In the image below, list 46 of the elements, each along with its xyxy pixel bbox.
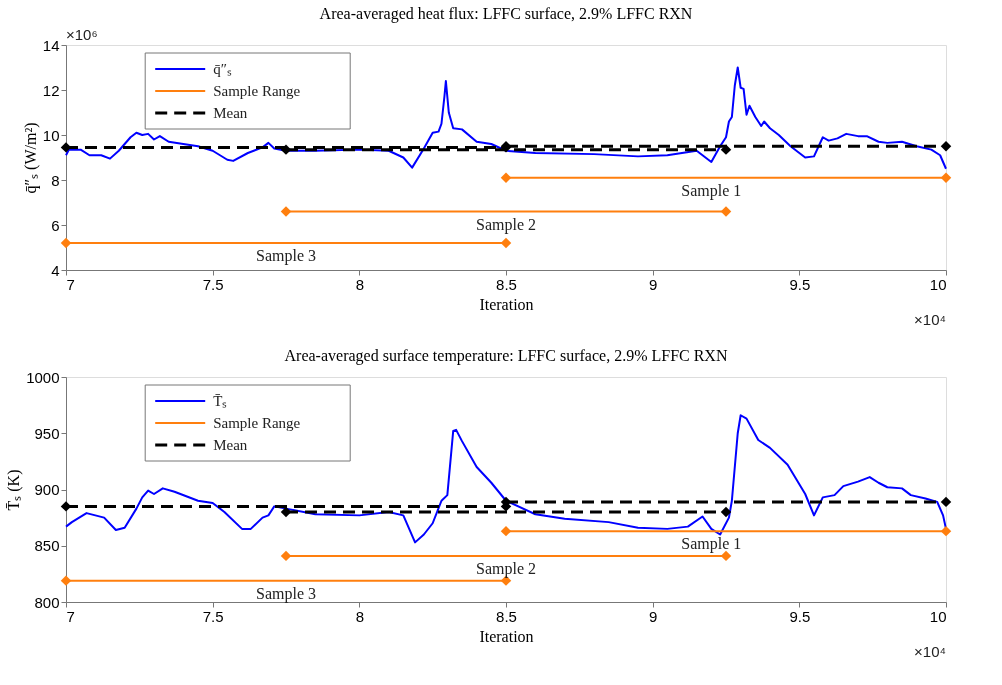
text: ×10⁴ bbox=[914, 311, 946, 328]
y-tick-label: 14 bbox=[42, 36, 60, 54]
y-tick-label: 900 bbox=[34, 481, 60, 498]
y-tick-label: 4 bbox=[51, 261, 60, 279]
legend-label: Sample Range bbox=[213, 415, 301, 431]
y-tick-label: 12 bbox=[42, 81, 60, 99]
y-tick-label: 850 bbox=[34, 537, 60, 555]
x-tick-label: 9.5 bbox=[789, 275, 811, 293]
y-tick-label: 10 bbox=[42, 126, 60, 144]
y-tick-label: 6 bbox=[51, 216, 60, 234]
x-tick-label: 8.5 bbox=[496, 607, 517, 625]
y-tick-label: 8 bbox=[51, 171, 60, 189]
x-tick-label: 9.5 bbox=[789, 607, 811, 625]
x-tick-label: 8 bbox=[355, 275, 365, 293]
y-tick-label: 800 bbox=[34, 593, 60, 611]
y-tick-label: 950 bbox=[34, 424, 60, 442]
x-tick-label: 8.5 bbox=[496, 275, 517, 293]
chart-title: Area-averaged surface temperature: LFFC surface, 2.9% LFFC RXN bbox=[284, 347, 728, 365]
x-tick-label: 7.5 bbox=[202, 275, 224, 293]
x-tick-label: 10 bbox=[929, 275, 947, 293]
annotation: Sample 1 bbox=[681, 535, 742, 554]
x-tick-label: 10 bbox=[929, 607, 947, 625]
annotation: Sample 1 bbox=[681, 181, 742, 200]
x-tick-label: 9 bbox=[648, 275, 658, 293]
text: ×10⁴ bbox=[914, 643, 946, 660]
x-tick-label: 7 bbox=[66, 607, 75, 625]
chart-title: Area-averaged heat flux: LFFC surface, 2.9% LFFC RXN bbox=[319, 5, 693, 23]
legend-label: Mean bbox=[213, 437, 248, 453]
legend-label: q̄″ₛ bbox=[213, 61, 232, 77]
y-axis-title: q̄″ₛ (W/m²) bbox=[21, 122, 40, 194]
text: ×10⁶ bbox=[66, 26, 98, 43]
annotation: Sample 2 bbox=[476, 215, 536, 234]
y-tick-label: 1000 bbox=[26, 368, 60, 386]
x-tick-label: 8 bbox=[355, 607, 365, 625]
x-axis-title: Iteration bbox=[479, 295, 534, 313]
annotation: Sample 3 bbox=[256, 247, 316, 265]
legend-label: T̄ₛ bbox=[213, 393, 228, 409]
annotation: Sample 3 bbox=[256, 584, 316, 603]
legend-label: Mean bbox=[213, 105, 248, 121]
annotation: Sample 2 bbox=[476, 559, 536, 578]
x-tick-label: 7.5 bbox=[202, 607, 224, 625]
y-axis-title: T̄ₛ (K) bbox=[5, 469, 24, 511]
legend-label: Sample Range bbox=[213, 83, 301, 99]
x-tick-label: 9 bbox=[648, 607, 658, 625]
x-tick-label: 7 bbox=[66, 275, 75, 293]
x-axis-title: Iteration bbox=[479, 627, 534, 645]
